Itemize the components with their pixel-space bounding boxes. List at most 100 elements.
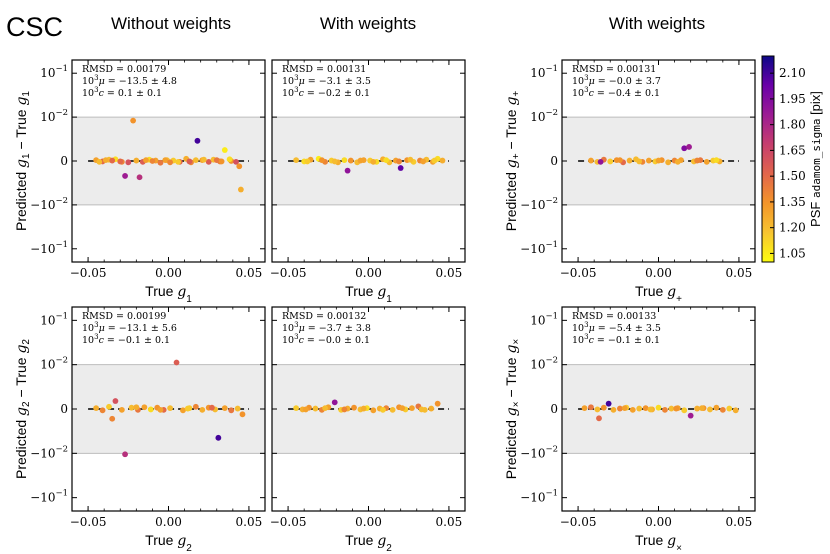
y-axis-label: Predicted g2 − True g2 <box>13 339 32 479</box>
data-point <box>109 415 116 422</box>
x-tick-label: 0.05 <box>726 266 753 280</box>
x-axis-label: True g2 <box>345 532 392 554</box>
stats-mu: 103μ = −13.1 ± 5.6 <box>82 321 177 334</box>
stats-rmsd: RMSD = 0.00199 <box>82 311 166 322</box>
y-tick-label: 10−1 <box>530 64 558 80</box>
y-tick-label: 0 <box>550 402 558 416</box>
data-point <box>380 406 386 413</box>
data-point <box>215 434 222 441</box>
x-tick-label: 0.05 <box>236 515 263 529</box>
colorbar-tick-label: 1.20 <box>779 221 806 235</box>
data-point <box>293 405 300 412</box>
colorbar-tick-label: 2.10 <box>779 66 806 80</box>
data-point <box>617 157 623 164</box>
colorbar-tick-label: 1.50 <box>779 169 806 183</box>
y-tick-label: 10−2 <box>530 356 558 372</box>
data-point <box>312 405 319 412</box>
data-point <box>302 406 309 413</box>
data-point <box>106 403 112 410</box>
data-point <box>629 406 636 413</box>
data-point <box>668 405 675 412</box>
data-point <box>102 157 109 164</box>
stats-rmsd: RMSD = 0.00179 <box>82 64 166 75</box>
panel-row1-col1: −0.05 0.00 0.05 10−1 10−2 0 −10−2 −10−1 RMSD = 0… <box>13 59 266 305</box>
data-point <box>331 399 338 406</box>
data-point <box>125 159 132 166</box>
data-point <box>357 157 364 164</box>
data-point <box>341 157 348 164</box>
data-point <box>322 405 328 412</box>
x-tick-label: −0.05 <box>270 266 307 280</box>
data-point <box>370 407 377 414</box>
data-point <box>93 405 100 412</box>
data-point <box>237 186 244 193</box>
colorbar-tick-label: 1.80 <box>779 118 806 132</box>
data-point <box>318 157 325 164</box>
data-point <box>588 404 594 411</box>
data-point <box>118 406 125 413</box>
stats-rmsd: RMSD = 0.00132 <box>282 311 366 322</box>
data-point <box>607 158 614 165</box>
data-point <box>99 407 106 414</box>
data-point <box>226 156 233 163</box>
data-point <box>428 405 435 412</box>
data-point <box>418 406 425 413</box>
column-title-3: With weights <box>609 14 705 33</box>
y-tick-label: −10−2 <box>520 444 558 460</box>
data-point <box>642 405 649 412</box>
x-axis-label: True g1 <box>345 283 392 305</box>
x-tick-label: 0.00 <box>355 515 382 529</box>
data-point <box>109 157 116 164</box>
data-point <box>122 451 128 458</box>
data-point <box>399 405 406 412</box>
y-tick-label: −10−1 <box>30 489 68 505</box>
data-point <box>236 163 243 170</box>
data-point <box>112 398 119 404</box>
data-point <box>732 407 739 414</box>
data-point <box>213 157 220 164</box>
data-point <box>409 405 415 412</box>
x-tick-label: −0.05 <box>270 515 307 529</box>
data-point <box>117 158 124 165</box>
x-axis-label: True g× <box>635 532 682 554</box>
stats-c: 103c = −0.1 ± 0.1 <box>82 333 170 346</box>
data-point <box>147 406 154 413</box>
data-point <box>344 167 351 174</box>
stats-rmsd: RMSD = 0.00133 <box>572 311 656 322</box>
y-tick-label: −10−1 <box>520 240 558 256</box>
x-axis-label: True g+ <box>635 283 682 305</box>
data-point <box>605 400 612 407</box>
panel-row2-col3: −0.05 0.00 0.05 10−1 10−2 0 −10−2 −10−1 RMSD = 0… <box>503 306 756 554</box>
data-point <box>133 157 140 164</box>
stats-rmsd: RMSD = 0.00131 <box>282 64 366 75</box>
x-tick-label: −0.05 <box>70 515 107 529</box>
y-axis-label: Predicted g× − True g× <box>503 339 522 480</box>
y-axis-label: Predicted g+ − True g+ <box>503 91 522 232</box>
data-point <box>184 405 191 412</box>
data-point <box>389 406 396 413</box>
y-tick-label: −10−2 <box>30 196 68 212</box>
data-point <box>439 157 446 164</box>
x-tick-label: 0.00 <box>645 515 672 529</box>
stats-mu: 103μ = −3.1 ± 3.5 <box>282 74 371 87</box>
data-point <box>128 404 135 411</box>
data-point <box>645 157 652 164</box>
data-point <box>626 157 633 164</box>
stats-mu: 103μ = −3.7 ± 3.8 <box>282 321 371 334</box>
y-tick-label: −10−1 <box>520 489 558 505</box>
data-point <box>130 117 137 124</box>
x-tick-label: 0.05 <box>236 266 263 280</box>
data-point <box>209 404 215 411</box>
data-point <box>370 158 377 165</box>
data-point <box>681 407 688 414</box>
colorbar-label: PSF adamom_sigma [pix] <box>808 91 823 227</box>
data-point <box>431 157 438 164</box>
x-tick-label: −0.05 <box>560 515 597 529</box>
x-tick-label: 0.05 <box>436 266 463 280</box>
data-point <box>674 158 681 165</box>
data-point <box>655 404 662 411</box>
y-tick-label: −10−1 <box>30 240 68 256</box>
y-tick-label: −10−2 <box>520 196 558 212</box>
stats-mu: 103μ = −0.0 ± 3.7 <box>572 74 661 87</box>
data-point <box>383 157 390 164</box>
